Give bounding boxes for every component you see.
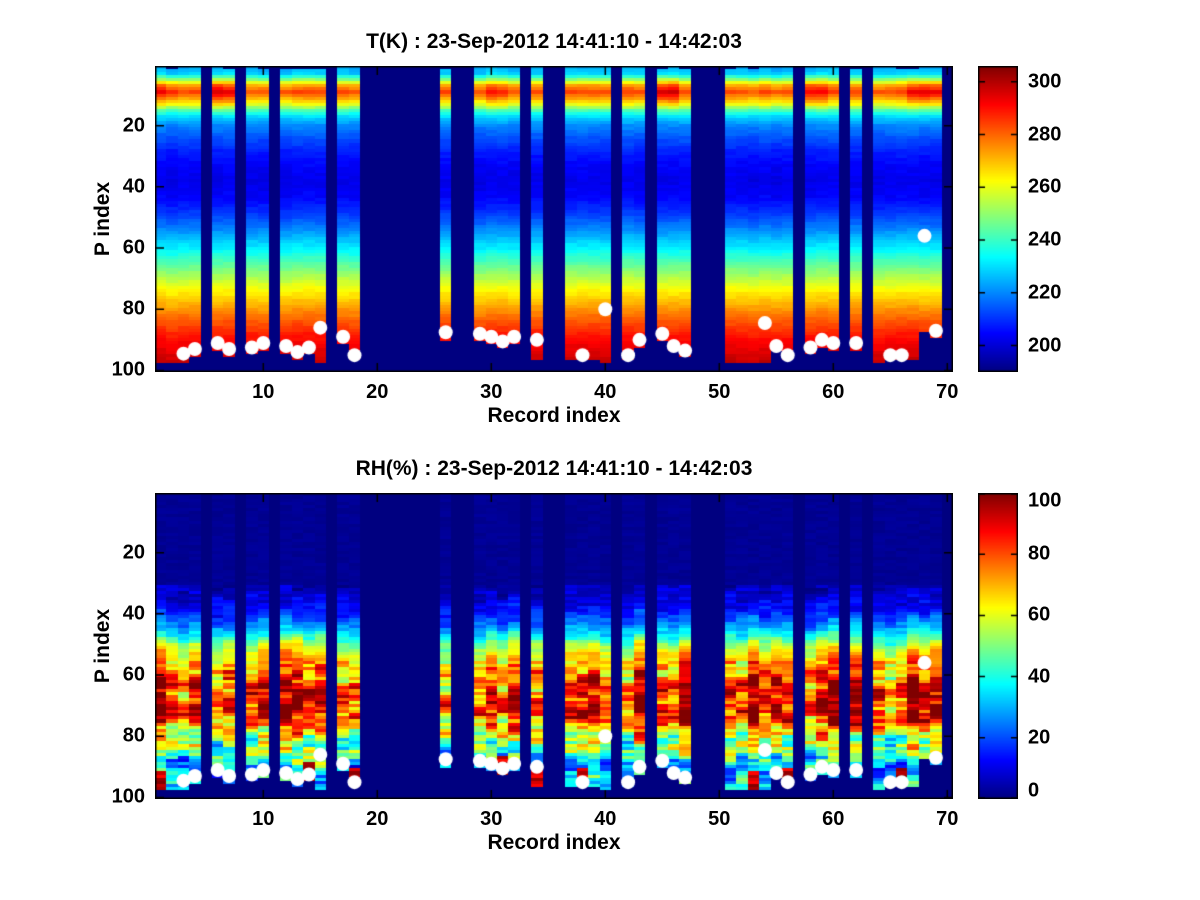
x-tick-label: 30 (480, 381, 503, 403)
colorbar-tick-label: 260 (1028, 175, 1062, 198)
y-tick-label: 100 (111, 785, 145, 808)
x-tick-label: 30 (480, 808, 503, 830)
y-tick-label: 80 (122, 724, 145, 747)
x-tick-label: 60 (822, 381, 845, 403)
colorbar-tick-label: 300 (1028, 70, 1062, 93)
y-tick-label: 40 (122, 602, 145, 625)
colorbar-tick-label: 40 (1028, 665, 1051, 688)
colorbar-tick-label: 100 (1028, 489, 1062, 512)
colorbar-tick-label: 240 (1028, 228, 1062, 251)
temperature-plot-title: T(K) : 23-Sep-2012 14:41:10 - 14:42:03 (366, 30, 742, 53)
colorbar-tick-label: 220 (1028, 281, 1062, 304)
x-tick-label: 60 (822, 808, 845, 830)
temperature-heatmap (155, 66, 953, 372)
y-tick-label: 20 (122, 114, 145, 137)
x-tick-label: 40 (594, 381, 617, 403)
colorbar-tick-label: 280 (1028, 123, 1062, 146)
x-tick-label: 70 (936, 808, 959, 830)
humidity-heatmap (155, 493, 953, 799)
humidity-plot-title: RH(%) : 23-Sep-2012 14:41:10 - 14:42:03 (355, 457, 753, 480)
x-tick-label: 20 (366, 381, 389, 403)
colorbar-tick-label: 60 (1028, 603, 1051, 626)
humidity-colorbar (978, 493, 1018, 799)
y-tick-label: 80 (122, 297, 145, 320)
x-tick-label: 40 (594, 808, 617, 830)
y-tick-label: 100 (111, 358, 145, 381)
colorbar-tick-label: 20 (1028, 726, 1051, 749)
x-tick-label: 10 (252, 808, 275, 830)
x-tick-label: 10 (252, 381, 275, 403)
y-tick-label: 60 (122, 663, 145, 686)
temperature-colorbar (978, 66, 1018, 372)
y-tick-label: 40 (122, 175, 145, 198)
x-tick-label: 20 (366, 808, 389, 830)
x-tick-label: 50 (708, 808, 731, 830)
x-tick-label: 70 (936, 381, 959, 403)
colorbar-tick-label: 80 (1028, 542, 1051, 565)
y-tick-label: 20 (122, 541, 145, 564)
colorbar-tick-label: 200 (1028, 334, 1062, 357)
temperature-x-axis-label: Record index (487, 404, 621, 427)
humidity-x-axis-label: Record index (487, 831, 621, 854)
y-tick-label: 60 (122, 236, 145, 259)
colorbar-tick-label: 0 (1028, 779, 1040, 802)
x-tick-label: 50 (708, 381, 731, 403)
